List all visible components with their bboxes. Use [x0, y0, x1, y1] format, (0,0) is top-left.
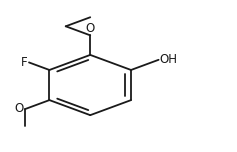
Text: F: F	[21, 56, 28, 69]
Text: O: O	[86, 22, 95, 35]
Text: O: O	[14, 102, 24, 115]
Text: OH: OH	[160, 53, 178, 66]
